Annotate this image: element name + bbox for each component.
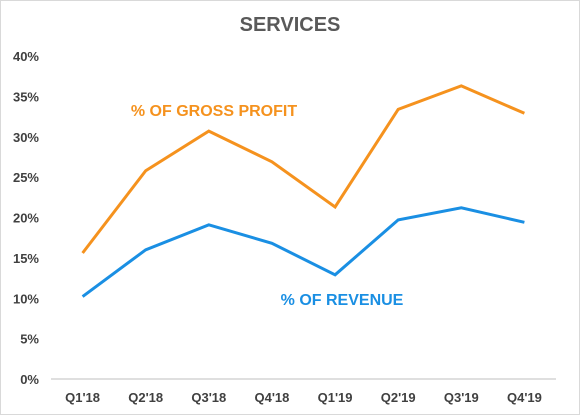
chart-title: SERVICES: [240, 14, 341, 36]
y-tick-label: 30%: [13, 130, 39, 145]
y-tick-label: 20%: [13, 211, 39, 226]
x-tick-label: Q2'19: [381, 390, 416, 405]
series-line-revenue: [81, 206, 525, 298]
y-tick-label: 5%: [20, 332, 39, 347]
y-tick-label: 15%: [13, 251, 39, 266]
x-tick-label: Q4'19: [507, 390, 542, 405]
y-tick-label: 25%: [13, 170, 39, 185]
series-layer: [81, 84, 525, 298]
x-tick-label: Q1'19: [318, 390, 353, 405]
series-label-revenue: % OF REVENUE: [281, 292, 404, 309]
y-tick-label: 35%: [13, 89, 39, 104]
axis-layer: 0% 5% 10% 15% 20% 25% 30% 35% 40% Q1'18 Q2'18 Q3'18…: [13, 49, 556, 405]
x-tick-label: Q1'18: [65, 390, 100, 405]
x-tick-label: Q2'18: [128, 390, 163, 405]
y-tick-label: 10%: [13, 291, 39, 306]
y-tick-label: 40%: [13, 49, 39, 64]
series-line-gross-profit: [81, 84, 525, 254]
series-label-layer: % OF GROSS PROFIT % OF REVENUE: [131, 103, 404, 309]
x-tick-label: Q3'19: [444, 390, 479, 405]
series-label-gross-profit: % OF GROSS PROFIT: [131, 103, 297, 120]
y-tick-label: 0%: [20, 372, 39, 387]
x-tick-label: Q3'18: [191, 390, 226, 405]
x-tick-label: Q4'18: [254, 390, 289, 405]
